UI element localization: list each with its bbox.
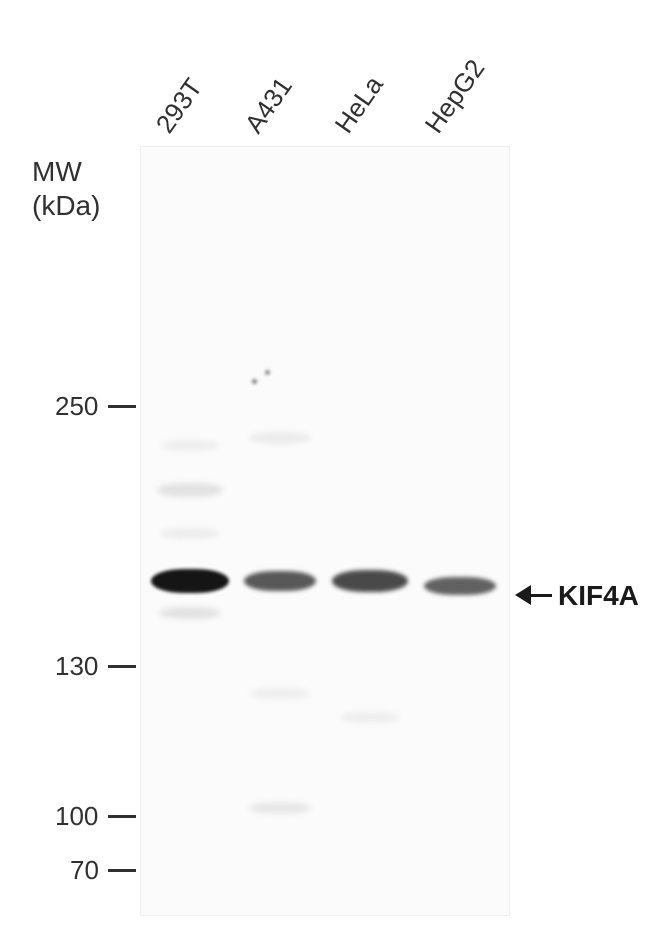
mw-tick-130 [108, 665, 136, 668]
mw-tick-70 [108, 869, 136, 872]
target-protein-label: KIF4A [558, 580, 639, 612]
speck-0 [252, 379, 257, 384]
band-faint-0 [157, 483, 223, 497]
lane-label-1: A431 [239, 71, 299, 139]
mw-label-70: 70 [70, 855, 99, 886]
mw-tick-100 [108, 815, 136, 818]
blot-figure: 293T A431 HeLa HepG2 MW (kDa) 250 130 100 70 K… [0, 0, 650, 930]
band-faint-5 [250, 688, 310, 699]
band-faint-4 [340, 712, 400, 723]
mw-text-line1: MW [32, 155, 100, 189]
mw-label-250: 250 [55, 391, 98, 422]
band-faint-6 [161, 440, 219, 451]
band-main-lane3 [424, 577, 496, 595]
lane-label-2: HeLa [329, 70, 390, 139]
mw-text-line2: (kDa) [32, 189, 100, 223]
mw-label-100: 100 [55, 801, 98, 832]
mw-tick-250 [108, 405, 136, 408]
band-main-lane1 [244, 571, 316, 591]
speck-1 [265, 370, 270, 375]
lane-label-0: 293T [150, 73, 209, 139]
mw-label-130: 130 [55, 651, 98, 682]
band-main-lane0 [151, 569, 229, 593]
band-main-lane2 [332, 570, 408, 592]
band-faint-1 [159, 607, 221, 619]
band-faint-2 [249, 432, 311, 444]
arrow-head-icon [515, 585, 531, 605]
mw-axis-label: MW (kDa) [32, 155, 100, 222]
band-faint-3 [249, 802, 311, 814]
band-faint-7 [160, 528, 220, 539]
lane-label-3: HepG2 [419, 54, 492, 139]
